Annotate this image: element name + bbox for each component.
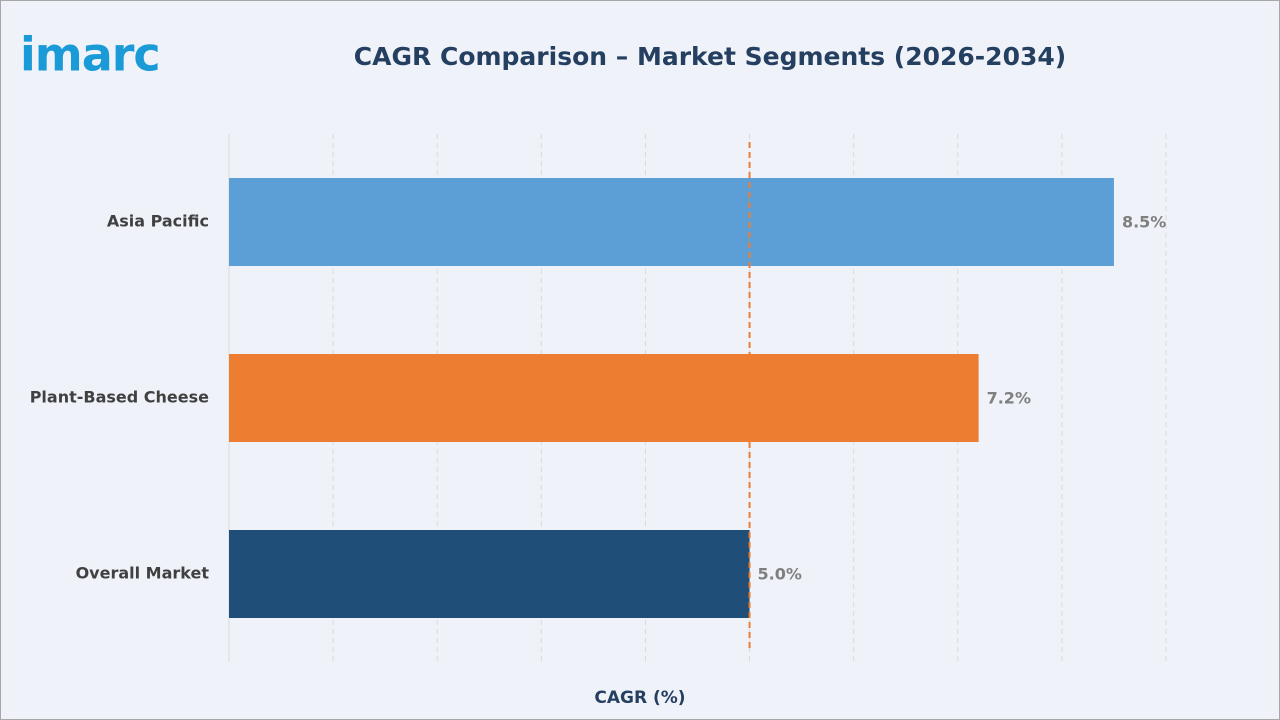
x-axis-label: CAGR (%) <box>594 688 685 708</box>
chart-title: CAGR Comparison – Market Segments (2026-… <box>354 42 1066 71</box>
y-tick-label: Plant-Based Cheese <box>30 388 209 407</box>
bar <box>229 354 979 442</box>
bar <box>229 530 750 618</box>
value-label: 5.0% <box>758 565 802 584</box>
logo: imarc <box>20 28 160 82</box>
y-tick-label: Overall Market <box>76 564 210 583</box>
y-tick-label: Asia Pacific <box>107 212 209 231</box>
value-label: 7.2% <box>987 389 1031 408</box>
bar <box>229 178 1114 266</box>
value-label: 8.5% <box>1122 213 1166 232</box>
